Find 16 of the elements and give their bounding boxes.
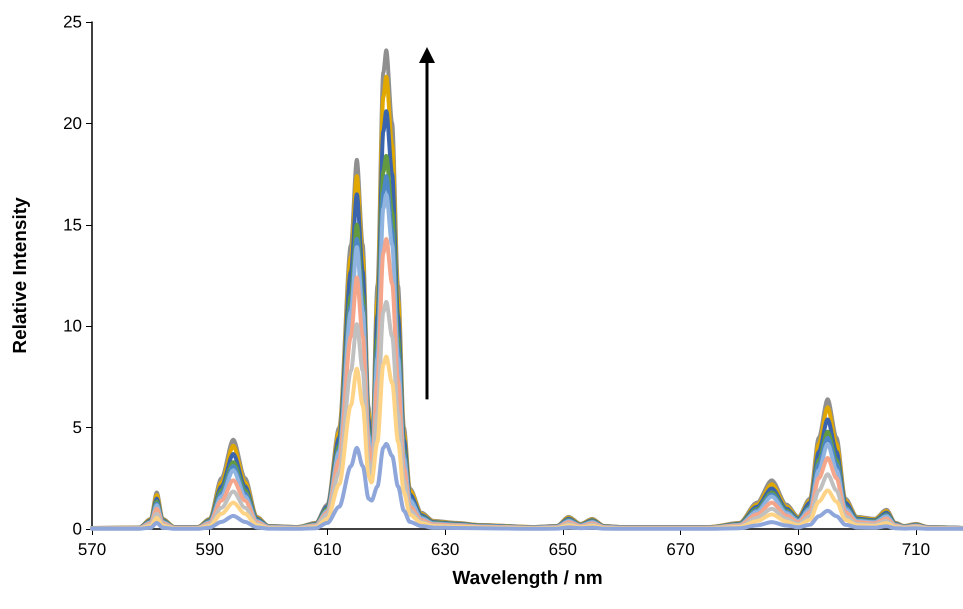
x-axis-title: Wavelength / nm [452, 568, 603, 589]
x-tick-label: 590 [196, 540, 224, 559]
x-tick-label: 630 [430, 540, 460, 559]
x-tick-label: 690 [784, 540, 812, 559]
x-tick-label: 610 [313, 540, 342, 559]
x-tick-label: 650 [548, 540, 577, 559]
y-axis-title: Relative Intensity [10, 196, 31, 354]
x-tick-label: 670 [666, 540, 695, 559]
y-tick-label: 15 [63, 215, 82, 234]
y-tick-label: 5 [72, 418, 82, 438]
y-tick-label: 25 [63, 12, 82, 32]
x-tick-label: 570 [78, 540, 106, 559]
y-tick-label: 10 [63, 316, 82, 336]
y-tick-label: 20 [63, 114, 82, 133]
x-tick-label: 710 [902, 540, 930, 559]
y-tick-label: 0 [72, 520, 82, 538]
